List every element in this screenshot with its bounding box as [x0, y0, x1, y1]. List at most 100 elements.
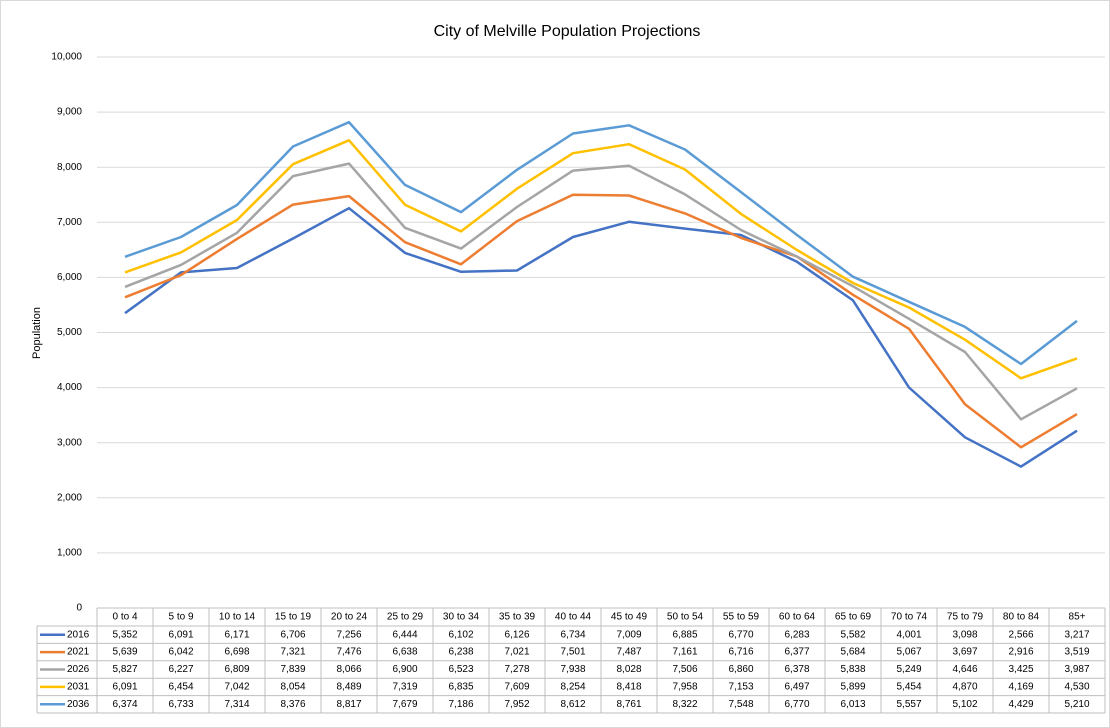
- y-tick-label: 5,000: [57, 327, 82, 338]
- data-table-value: 6,091: [168, 629, 193, 640]
- data-table-value: 5,838: [840, 664, 865, 675]
- x-tick-label: 60 to 64: [779, 612, 816, 623]
- x-tick-label: 85+: [1069, 612, 1086, 623]
- data-table-value: 5,827: [112, 664, 137, 675]
- data-table-value: 6,042: [168, 647, 193, 658]
- data-table-value: 6,238: [448, 647, 473, 658]
- data-table-value: 5,249: [896, 664, 921, 675]
- data-table-value: 6,733: [168, 699, 193, 710]
- data-table-value: 7,501: [560, 647, 585, 658]
- data-table-value: 7,958: [672, 682, 697, 693]
- data-table-value: 8,817: [336, 699, 361, 710]
- data-table-value: 5,454: [896, 682, 921, 693]
- data-table-value: 7,278: [504, 664, 529, 675]
- data-table-value: 5,684: [840, 647, 865, 658]
- data-table-value: 7,487: [616, 647, 641, 658]
- data-table-value: 6,638: [392, 647, 417, 658]
- data-table-value: 5,557: [896, 699, 921, 710]
- y-tick-label: 4,000: [57, 382, 82, 393]
- data-table-value: 7,021: [504, 647, 529, 658]
- x-tick-label: 75 to 79: [947, 612, 984, 623]
- data-table-value: 6,900: [392, 664, 417, 675]
- data-table-value: 7,679: [392, 699, 417, 710]
- legend-label: 2036: [67, 699, 90, 710]
- data-table-value: 5,210: [1064, 699, 1089, 710]
- data-table-value: 5,102: [952, 699, 977, 710]
- data-table-value: 4,169: [1008, 682, 1033, 693]
- data-table-value: 5,067: [896, 647, 921, 658]
- x-tick-label: 55 to 59: [723, 612, 760, 623]
- data-table-value: 8,376: [280, 699, 305, 710]
- y-tick-label: 7,000: [57, 217, 82, 228]
- data-table-value: 6,377: [784, 647, 809, 658]
- data-table-value: 6,013: [840, 699, 865, 710]
- data-table-value: 3,098: [952, 629, 977, 640]
- data-table-value: 6,809: [224, 664, 249, 675]
- data-table-value: 6,860: [728, 664, 753, 675]
- data-table-value: 5,899: [840, 682, 865, 693]
- data-table-value: 6,835: [448, 682, 473, 693]
- data-table-value: 7,186: [448, 699, 473, 710]
- y-tick-label: 6,000: [57, 272, 82, 283]
- x-tick-label: 50 to 54: [667, 612, 704, 623]
- data-table-value: 8,054: [280, 682, 305, 693]
- x-tick-label: 30 to 34: [443, 612, 480, 623]
- legend-label: 2031: [67, 682, 90, 693]
- data-table-value: 6,523: [448, 664, 473, 675]
- data-table-value: 6,283: [784, 629, 809, 640]
- data-table-value: 5,639: [112, 647, 137, 658]
- data-table-value: 6,378: [784, 664, 809, 675]
- x-tick-label: 70 to 74: [891, 612, 928, 623]
- data-table-value: 8,761: [616, 699, 641, 710]
- data-table-value: 8,418: [616, 682, 641, 693]
- data-table-value: 4,530: [1064, 682, 1089, 693]
- data-table-value: 4,001: [896, 629, 921, 640]
- data-table-value: 7,609: [504, 682, 529, 693]
- series-line: [124, 193, 1078, 449]
- data-table-value: 6,102: [448, 629, 473, 640]
- data-table-value: 6,171: [224, 629, 249, 640]
- data-table-value: 6,091: [112, 682, 137, 693]
- series-line: [124, 120, 1078, 366]
- data-table-value: 7,476: [336, 647, 361, 658]
- y-tick-label: 8,000: [57, 162, 82, 173]
- y-tick-label: 9,000: [57, 107, 82, 118]
- data-table-value: 2,566: [1008, 629, 1033, 640]
- data-table-value: 6,716: [728, 647, 753, 658]
- y-tick-label: 10,000: [51, 52, 82, 63]
- data-table-value: 7,319: [392, 682, 417, 693]
- x-tick-label: 25 to 29: [387, 612, 424, 623]
- x-tick-label: 35 to 39: [499, 612, 536, 623]
- data-table-value: 3,519: [1064, 647, 1089, 658]
- data-table-value: 5,352: [112, 629, 137, 640]
- y-tick-label: 0: [76, 603, 82, 614]
- legend-label: 2026: [67, 664, 90, 675]
- x-tick-label: 65 to 69: [835, 612, 872, 623]
- data-table-value: 6,770: [784, 699, 809, 710]
- x-tick-label: 20 to 24: [331, 612, 368, 623]
- x-tick-label: 0 to 4: [112, 612, 137, 623]
- x-tick-label: 15 to 19: [275, 612, 312, 623]
- data-table-value: 3,217: [1064, 629, 1089, 640]
- y-tick-label: 1,000: [57, 548, 82, 559]
- data-table-value: 6,227: [168, 664, 193, 675]
- data-table-value: 8,254: [560, 682, 585, 693]
- data-table-value: 6,444: [392, 629, 417, 640]
- data-table-value: 4,870: [952, 682, 977, 693]
- data-table-value: 7,153: [728, 682, 753, 693]
- data-table-value: 3,987: [1064, 664, 1089, 675]
- x-tick-label: 45 to 49: [611, 612, 648, 623]
- data-table-value: 6,885: [672, 629, 697, 640]
- legend-label: 2021: [67, 647, 90, 658]
- y-tick-label: 3,000: [57, 437, 82, 448]
- x-tick-label: 40 to 44: [555, 612, 592, 623]
- data-table-value: 7,548: [728, 699, 753, 710]
- x-tick-label: 80 to 84: [1003, 612, 1040, 623]
- data-table-value: 3,697: [952, 647, 977, 658]
- data-table-value: 6,706: [280, 629, 305, 640]
- data-table-value: 7,009: [616, 629, 641, 640]
- data-table-value: 8,028: [616, 664, 641, 675]
- data-table-value: 8,066: [336, 664, 361, 675]
- data-table-value: 7,938: [560, 664, 585, 675]
